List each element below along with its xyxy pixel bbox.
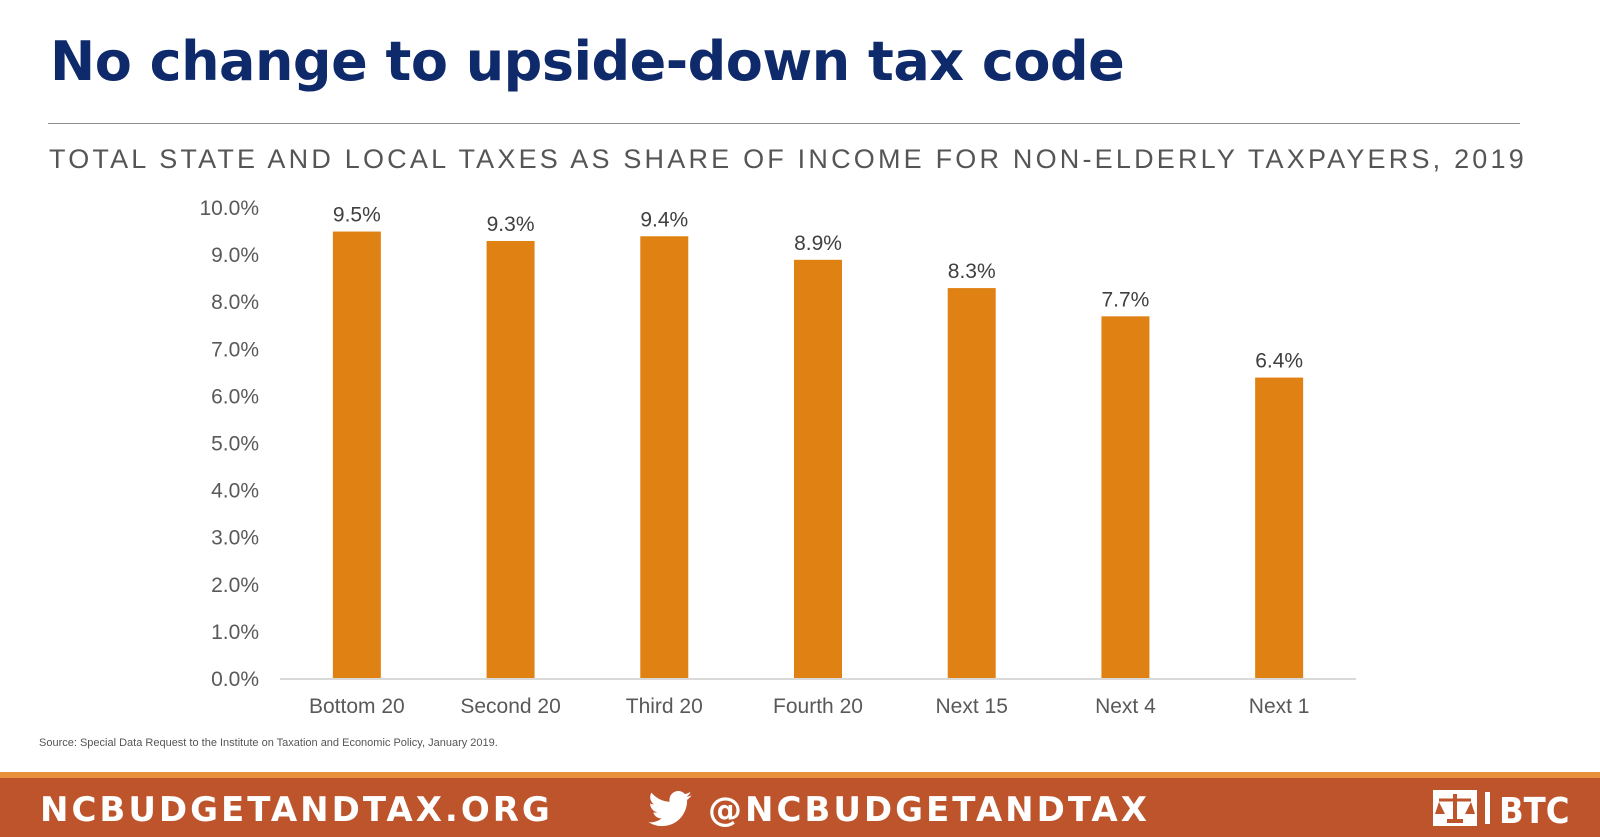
y-tick-label: 9.0% [211, 244, 259, 267]
data-label: 9.4% [640, 208, 688, 231]
y-tick-label: 8.0% [211, 291, 259, 314]
y-tick-label: 0.0% [211, 668, 259, 691]
y-tick-label: 7.0% [211, 338, 259, 361]
bar-3 [640, 236, 689, 679]
title-divider [48, 123, 1520, 124]
y-tick-label: 4.0% [211, 480, 259, 503]
twitter-bird-icon [648, 791, 692, 827]
data-label: 6.4% [1255, 350, 1303, 373]
y-tick-label: 2.0% [211, 574, 259, 597]
scales-icon [1433, 790, 1477, 826]
bar-1 [332, 231, 381, 680]
x-tick-label: Next 15 [936, 695, 1008, 718]
y-tick-label: 3.0% [211, 527, 259, 550]
logo-wordmark: BTC [1499, 791, 1570, 828]
bar-chart: 0.0% 1.0% 2.0% 3.0% 4.0% 5.0% 6.0% 7.0% 8.0% 9.0%… [199, 197, 1356, 718]
data-label: 9.3% [487, 213, 535, 236]
bar-2 [486, 240, 535, 679]
bar-4 [794, 259, 842, 679]
x-tick-label: Next 4 [1095, 695, 1156, 718]
chart-subtitle: TOTAL STATE AND LOCAL TAXES AS SHARE OF … [49, 144, 1527, 174]
footer-accent-stripe [0, 772, 1600, 778]
x-tick-label: Third 20 [626, 695, 703, 718]
bar-6 [1101, 316, 1150, 679]
data-label: 7.7% [1101, 288, 1149, 311]
website-link[interactable]: NCBUDGETANDTAX.ORG [40, 790, 553, 830]
x-tick-label: Next 1 [1249, 695, 1310, 718]
x-tick-label: Bottom 20 [309, 695, 405, 718]
data-label: 8.3% [948, 260, 996, 283]
y-tick-label: 6.0% [211, 385, 259, 408]
bar-7 [1255, 377, 1304, 679]
y-tick-label: 1.0% [211, 621, 259, 644]
source-note: Source: Special Data Request to the Inst… [39, 737, 498, 749]
x-tick-label: Second 20 [460, 695, 560, 718]
data-label: 8.9% [794, 232, 842, 255]
y-tick-label: 10.0% [199, 197, 259, 220]
data-label: 9.5% [333, 204, 381, 227]
btc-logo: BTC [1433, 790, 1570, 828]
slide-title: No change to upside-down tax code [50, 30, 1125, 93]
y-tick-label: 5.0% [211, 433, 259, 456]
footer-bar: NCBUDGETANDTAX.ORG @NCBUDGETANDTAX BTC [0, 778, 1600, 837]
logo-separator [1485, 792, 1490, 824]
bar-5 [947, 288, 996, 679]
x-tick-label: Fourth 20 [773, 695, 863, 718]
twitter-handle[interactable]: @NCBUDGETANDTAX [708, 790, 1150, 830]
